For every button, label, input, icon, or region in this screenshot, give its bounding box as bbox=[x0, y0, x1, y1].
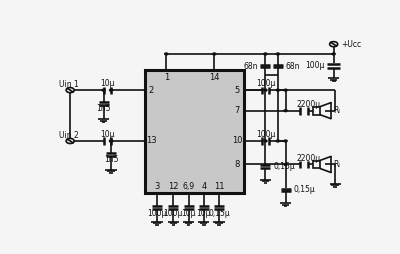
Text: 10μ: 10μ bbox=[100, 130, 114, 139]
Text: 5: 5 bbox=[234, 86, 240, 95]
Circle shape bbox=[284, 140, 287, 142]
Text: 10μ: 10μ bbox=[181, 209, 196, 218]
Text: 4: 4 bbox=[201, 182, 206, 192]
Text: Rₗ: Rₗ bbox=[334, 160, 340, 169]
Text: 10μ: 10μ bbox=[196, 209, 211, 218]
Text: 100μ: 100μ bbox=[164, 209, 183, 218]
Text: 2200μ: 2200μ bbox=[296, 100, 320, 109]
Text: 2: 2 bbox=[149, 86, 154, 95]
Circle shape bbox=[110, 140, 113, 142]
Text: 1n5: 1n5 bbox=[104, 155, 118, 164]
Circle shape bbox=[264, 140, 267, 142]
Circle shape bbox=[264, 89, 267, 91]
Text: Uin 2: Uin 2 bbox=[59, 131, 78, 140]
Circle shape bbox=[284, 164, 287, 165]
Circle shape bbox=[276, 140, 280, 142]
Circle shape bbox=[276, 53, 280, 55]
Circle shape bbox=[332, 53, 335, 55]
Circle shape bbox=[165, 53, 168, 55]
Text: 100μ: 100μ bbox=[256, 130, 275, 139]
Text: 0,15μ: 0,15μ bbox=[208, 209, 230, 218]
Circle shape bbox=[110, 89, 113, 91]
Text: 100μ: 100μ bbox=[305, 61, 324, 70]
Text: 14: 14 bbox=[209, 73, 220, 82]
Circle shape bbox=[102, 89, 105, 91]
Circle shape bbox=[276, 89, 280, 91]
Text: 68n: 68n bbox=[243, 61, 258, 71]
Text: 13: 13 bbox=[146, 136, 157, 146]
Text: 11: 11 bbox=[214, 182, 224, 192]
Circle shape bbox=[110, 140, 113, 142]
Text: 1n5: 1n5 bbox=[96, 104, 111, 113]
Text: 6,9: 6,9 bbox=[182, 182, 195, 192]
Circle shape bbox=[284, 89, 287, 91]
Text: Rₗ: Rₗ bbox=[334, 106, 340, 115]
Circle shape bbox=[213, 53, 216, 55]
Bar bbox=[313, 161, 320, 168]
Text: 7: 7 bbox=[234, 106, 240, 115]
Circle shape bbox=[284, 110, 287, 112]
Text: 0,15μ: 0,15μ bbox=[293, 185, 315, 194]
Text: 100μ: 100μ bbox=[256, 79, 275, 88]
Text: 2200μ: 2200μ bbox=[296, 154, 320, 163]
Text: 10: 10 bbox=[232, 136, 242, 146]
Text: 12: 12 bbox=[168, 182, 179, 192]
Text: +Ucc: +Ucc bbox=[342, 40, 362, 49]
Text: 3: 3 bbox=[154, 182, 160, 192]
Text: 10μ: 10μ bbox=[100, 79, 114, 88]
Text: 0,15μ: 0,15μ bbox=[273, 162, 295, 171]
Bar bbox=[144, 70, 244, 193]
Text: 68n: 68n bbox=[286, 61, 300, 71]
Text: 8: 8 bbox=[234, 160, 240, 169]
Text: 1: 1 bbox=[164, 73, 169, 82]
Text: 100μ: 100μ bbox=[147, 209, 167, 218]
Circle shape bbox=[264, 53, 267, 55]
Bar bbox=[313, 107, 320, 115]
Text: Uin 1: Uin 1 bbox=[59, 80, 78, 89]
